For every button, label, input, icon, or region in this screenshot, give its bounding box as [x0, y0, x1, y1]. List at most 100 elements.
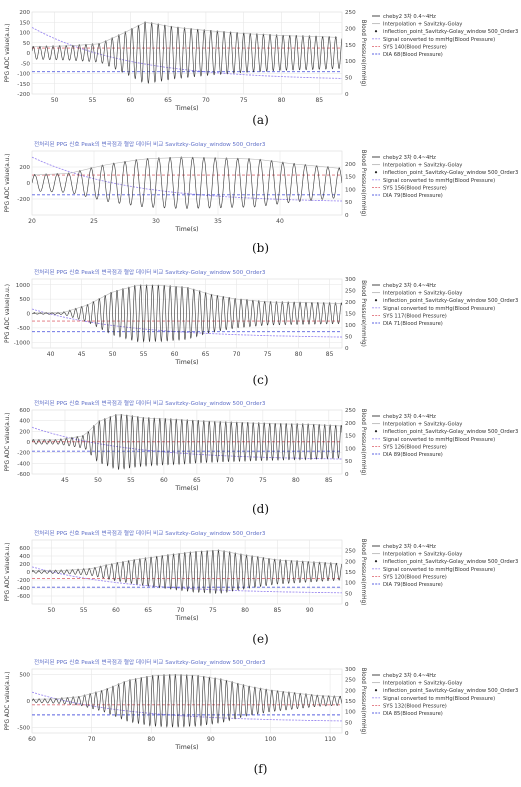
y2-tick-label: 200: [345, 559, 356, 565]
y2-tick-label: 50: [345, 335, 353, 341]
y-tick-label: -150: [17, 82, 30, 88]
y-tick-label: 150: [19, 20, 30, 26]
legend-item: Signal converted to mmHg(Blood Pressure): [383, 567, 495, 573]
legend-item: inflection_point_Savitzky-Golay_window 5…: [383, 170, 518, 176]
x-tick-label: 85: [315, 97, 323, 104]
y-tick-label: 100: [19, 31, 30, 37]
y2-tick-label: 250: [345, 289, 356, 295]
legend-item: cheby2 3차 0.4~4Hz: [383, 153, 436, 161]
y-tick-label: -200: [17, 92, 30, 98]
x-tick-label: 110: [324, 736, 336, 743]
y-tick-label: 400: [19, 554, 30, 560]
y2-axis-label: Blood Pressure(mmHg): [360, 150, 366, 217]
ppg-signal-line: [32, 21, 342, 84]
x-tick-label: 60: [28, 736, 36, 743]
y2-axis-label: Blood Pressure(mmHg): [360, 280, 366, 347]
y-tick-label: 0: [26, 181, 30, 187]
x-tick-label: 60: [171, 351, 179, 358]
y2-tick-label: 150: [345, 312, 356, 318]
y2-tick-label: 150: [345, 43, 356, 49]
y-tick-label: 400: [19, 419, 30, 425]
ppg-signal-line: [32, 414, 342, 470]
legend-item: Interpolation + Savitzky-Golay: [383, 291, 462, 297]
bp-signal-line: [32, 156, 342, 202]
legend-item: cheby2 3차 0.4~4Hz: [383, 671, 436, 679]
x-tick-label: 45: [61, 477, 69, 484]
bp-signal-line: [32, 426, 342, 460]
x-tick-label: 25: [90, 218, 98, 225]
y2-tick-label: 100: [345, 710, 356, 716]
y2-tick-label: 250: [345, 408, 356, 414]
y-tick-label: 0: [26, 570, 30, 576]
y-tick-label: 200: [19, 562, 30, 568]
panel-caption: (a): [252, 113, 269, 127]
x-tick-label: 65: [193, 477, 201, 484]
x-tick-label: 80: [147, 736, 155, 743]
legend-item: Signal converted to mmHg(Blood Pressure): [383, 178, 495, 184]
legend-swatch: [374, 30, 378, 33]
x-tick-label: 85: [326, 351, 334, 358]
y2-tick-label: 150: [345, 699, 356, 705]
y2-tick-label: 300: [345, 667, 356, 673]
y-axis-label: PPG ADC value(a.u.): [5, 24, 11, 83]
ppg-signal-line: [32, 157, 342, 209]
legend-swatch: [374, 689, 378, 692]
legend-item: inflection_point_Savitzky-Golay_window 5…: [383, 429, 518, 435]
x-tick-label: 70: [226, 477, 234, 484]
panel-caption: (e): [252, 632, 269, 646]
y2-tick-label: 50: [345, 200, 353, 206]
y2-tick-label: 150: [345, 570, 356, 576]
y2-tick-label: 0: [345, 602, 349, 608]
y-tick-label: 0: [26, 51, 30, 57]
chart-panel: 전처리된 PPG 신호 Peak의 변곡점과 혈압 데이터 비교 Savitzk…: [0, 265, 521, 370]
x-tick-label: 50: [109, 351, 117, 358]
inflection-point: [32, 439, 35, 441]
y2-tick-label: 150: [345, 434, 356, 440]
legend-item: SYS 117(Blood Pressure): [383, 313, 447, 319]
x-tick-label: 70: [233, 351, 241, 358]
legend-item: Signal converted to mmHg(Blood Pressure): [383, 437, 495, 443]
legend-item: Interpolation + Savitzky-Golay: [383, 681, 462, 687]
y2-tick-label: 250: [345, 678, 356, 684]
y2-tick-label: 300: [345, 277, 356, 283]
y2-tick-label: 250: [345, 549, 356, 555]
x-tick-label: 20: [28, 218, 36, 225]
legend-item: DIA 68(Blood Pressure): [383, 52, 443, 58]
panel-caption: (b): [251, 241, 270, 255]
legend-item: DIA 79(Blood Pressure): [383, 582, 443, 588]
y2-tick-label: 250: [345, 10, 356, 16]
y-tick-label: -200: [17, 578, 30, 584]
y2-tick-label: 100: [345, 187, 356, 193]
legend-item: inflection_point_Savitzky-Golay_window 5…: [383, 298, 518, 304]
y-tick-label: 200: [19, 165, 30, 171]
y2-tick-label: 200: [345, 162, 356, 168]
y2-tick-label: 200: [345, 688, 356, 694]
y2-axis-label: Blood Pressure(mmHg): [360, 409, 366, 476]
x-tick-label: 40: [47, 351, 55, 358]
y-tick-label: -100: [17, 72, 30, 78]
interpolation-line: [33, 674, 341, 700]
y-tick-label: 0: [26, 312, 30, 318]
x-tick-label: 60: [126, 97, 134, 104]
chart-title: 전처리된 PPG 신호 Peak의 변곡점과 혈압 데이터 비교 Savitzk…: [34, 268, 266, 276]
series-group: [32, 674, 342, 728]
chart-svg: 50 55 60 65 70 75 80 85 -200 -150 -100 -50 0 50 100 150…: [5, 10, 518, 112]
y-tick-label: -200: [17, 451, 30, 457]
y2-tick-label: 50: [345, 591, 353, 597]
interpolation-line: [34, 157, 340, 176]
x-axis-label: Time(s): [174, 615, 198, 622]
chart-title: 전처리된 PPG 신호 Peak의 변곡점과 혈압 데이터 비교 Savitzk…: [34, 399, 266, 407]
x-axis-label: Time(s): [174, 485, 198, 492]
x-tick-label: 50: [51, 97, 59, 104]
panel-caption: (f): [253, 762, 268, 776]
x-axis-label: Time(s): [174, 359, 198, 366]
x-tick-label: 40: [276, 218, 284, 225]
x-axis-label: Time(s): [174, 226, 198, 233]
y-tick-label: -600: [17, 472, 30, 478]
interpolation-line: [33, 22, 336, 48]
chart-panel: 전처리된 PPG 신호 Peak의 변곡점과 혈압 데이터 비교 Savitzk…: [0, 655, 521, 755]
legend-item: DIA 79(Blood Pressure): [383, 193, 443, 199]
y-tick-label: -500: [17, 726, 30, 732]
y2-tick-label: 200: [345, 300, 356, 306]
y2-tick-label: 200: [345, 26, 356, 32]
